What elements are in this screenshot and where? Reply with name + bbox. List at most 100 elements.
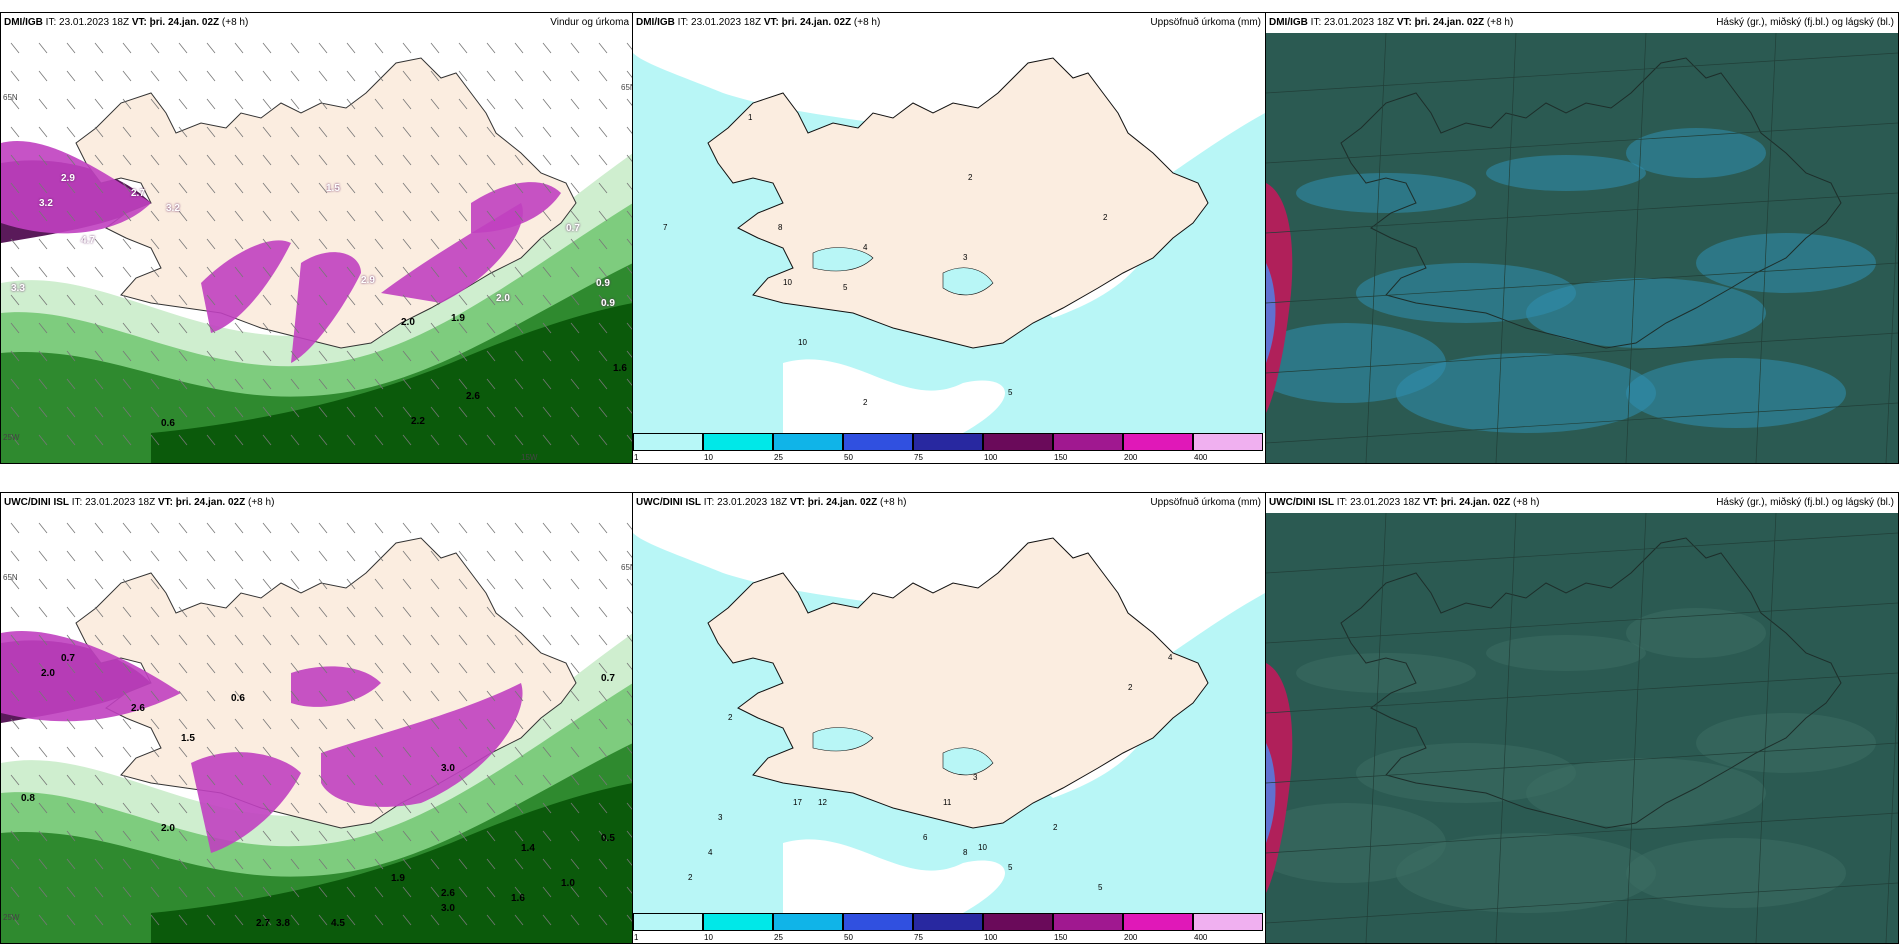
wind-barb — [234, 42, 244, 54]
cloud-cover — [1626, 608, 1766, 658]
wind-barb — [94, 350, 104, 362]
wind-barb — [122, 154, 132, 166]
wind-barb — [402, 154, 412, 166]
legend-tick: 100 — [984, 933, 998, 942]
wind-barb — [206, 350, 216, 362]
wind-barb — [542, 914, 552, 926]
wind-barb — [38, 746, 48, 758]
wind-barb — [66, 662, 76, 674]
wind-barb — [38, 858, 48, 870]
wind-barb — [290, 42, 300, 54]
wind-barb — [458, 182, 468, 194]
wind-barb — [598, 350, 608, 362]
wind-barb — [598, 182, 608, 194]
wind-barb — [542, 746, 552, 758]
wind-barb — [262, 662, 272, 674]
map-canvas — [1266, 513, 1898, 943]
cloud-cover — [1626, 838, 1846, 908]
wind-barb — [598, 154, 608, 166]
wind-barb — [346, 662, 356, 674]
wind-barb — [514, 634, 524, 646]
wind-barb — [38, 886, 48, 898]
legend-swatch — [913, 433, 983, 451]
wind-barb — [234, 154, 244, 166]
wind-barb — [402, 522, 412, 534]
panel-title: Háský (gr.), miðský (fj.bl.) og lágský (… — [1716, 497, 1894, 508]
wind-barb — [10, 886, 20, 898]
wind-barb — [402, 606, 412, 618]
wind-barb — [66, 294, 76, 306]
wind-barb — [66, 210, 76, 222]
wind-barb — [430, 154, 440, 166]
wind-barb — [290, 182, 300, 194]
wind-barb — [66, 802, 76, 814]
model-name: DMI/IGB — [1269, 17, 1308, 28]
wind-barb — [318, 746, 328, 758]
wind-barb — [570, 98, 580, 110]
wind-barb — [542, 238, 552, 250]
wind-barb — [626, 126, 633, 136]
wind-barb — [458, 718, 468, 730]
wind-barb — [10, 802, 20, 814]
legend-swatch — [703, 913, 773, 931]
wind-barb — [66, 690, 76, 702]
wind-barb — [598, 98, 608, 110]
value-label: 1.5 — [326, 183, 340, 194]
cloud-cover — [1486, 635, 1646, 671]
wind-barb — [486, 802, 496, 814]
wind-barb — [542, 126, 552, 138]
wind-barb — [150, 774, 160, 786]
wind-barb — [458, 154, 468, 166]
wind-barb — [150, 914, 160, 926]
legend-tick: 1 — [634, 453, 639, 462]
wind-barb — [262, 774, 272, 786]
wind-barb — [374, 406, 384, 418]
wind-barb — [234, 886, 244, 898]
wind-barb — [178, 914, 188, 926]
wind-barb — [10, 126, 20, 138]
no-precip-area — [783, 359, 1005, 433]
wind-barb — [290, 350, 300, 362]
legend-swatch — [1193, 913, 1263, 931]
wind-barb — [122, 350, 132, 362]
wind-barb — [234, 98, 244, 110]
wind-barb — [346, 634, 356, 646]
value-label: 3.0 — [441, 903, 455, 914]
wind-barb — [542, 98, 552, 110]
wind-barb — [38, 802, 48, 814]
wind-barb — [150, 350, 160, 362]
wind-barb — [178, 578, 188, 590]
legend-swatch — [703, 433, 773, 451]
value-label: 3.3 — [11, 283, 25, 294]
value-label: 3 — [718, 813, 723, 822]
wind-barb — [150, 378, 160, 390]
wind-barb — [570, 718, 580, 730]
wind-barb — [402, 266, 412, 278]
wind-barb — [458, 238, 468, 250]
wind-barb — [430, 322, 440, 334]
value-label: 2.0 — [496, 293, 510, 304]
wind-barb — [598, 322, 608, 334]
wind-barb — [290, 406, 300, 418]
wind-barb — [598, 406, 608, 418]
wind-barb — [38, 378, 48, 390]
wind-barb — [598, 914, 608, 926]
value-label: 2.0 — [41, 668, 55, 679]
wind-barb — [122, 830, 132, 842]
wind-barb — [346, 154, 356, 166]
wind-barb — [374, 126, 384, 138]
wind-barb — [514, 98, 524, 110]
cloud-cover — [1396, 833, 1656, 913]
wind-barb — [10, 914, 20, 926]
wind-barb — [374, 578, 384, 590]
wind-barb — [234, 238, 244, 250]
wind-barb — [486, 662, 496, 674]
wind-barb — [122, 126, 132, 138]
wind-barb — [514, 42, 524, 54]
wind-barb — [318, 182, 328, 194]
wind-barb — [542, 350, 552, 362]
wind-barb — [66, 70, 76, 82]
panel-header: DMI/IGB IT: 23.01.2023 18Z VT: þri. 24.j… — [1266, 13, 1898, 33]
wind-barb — [318, 154, 328, 166]
wind-barb — [206, 182, 216, 194]
